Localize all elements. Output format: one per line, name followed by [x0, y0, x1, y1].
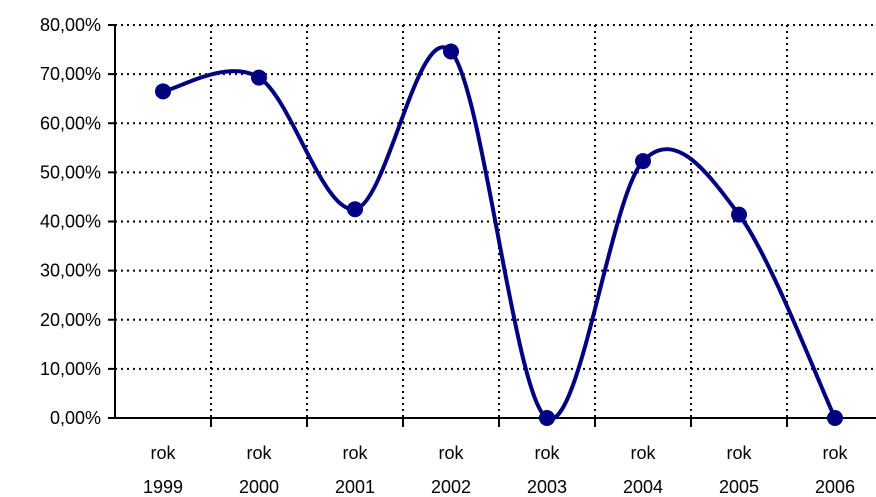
x-category-label-line1: rok [246, 443, 272, 463]
x-category-label: rok 2001 [335, 443, 375, 497]
x-category-label: rok 2000 [239, 443, 279, 497]
x-category-label-line2: 1999 [143, 477, 183, 497]
x-category-label-line1: rok [150, 443, 176, 463]
x-category-label-line1: rok [822, 443, 848, 463]
data-point [251, 69, 267, 86]
y-tick-label: 10,00% [40, 359, 101, 379]
x-category-label-line1: rok [438, 443, 464, 463]
data-point [155, 83, 171, 100]
y-tick-label: 70,00% [40, 64, 101, 84]
x-category-label-line1: rok [534, 443, 560, 463]
x-category-label: rok 1999 [143, 443, 183, 497]
y-tick-label: 0,00% [50, 408, 101, 428]
data-point [539, 410, 555, 426]
data-point [347, 201, 363, 218]
x-category-label-line2: 2000 [239, 477, 279, 497]
y-tick-label: 50,00% [40, 162, 101, 182]
x-category-label: rok 2002 [431, 443, 471, 497]
series-line-layer [161, 45, 837, 421]
data-point [635, 153, 651, 170]
data-point [731, 206, 747, 223]
x-category-label-line1: rok [726, 443, 752, 463]
data-point [443, 43, 459, 60]
x-category-label-line2: 2002 [431, 477, 471, 497]
x-category-label-line2: 2001 [335, 477, 375, 497]
data-point [827, 410, 843, 426]
x-category-label: rok 2005 [719, 443, 759, 497]
x-category-label-line2: 2006 [815, 477, 855, 497]
x-category-label: rok 2003 [527, 443, 567, 497]
tick-labels-layer: 0,00% 10,00% 20,00% 30,00% 40,00% 50,00% 60,00… [40, 15, 855, 497]
x-category-label: rok 2004 [623, 443, 663, 497]
y-tick-label: 20,00% [40, 310, 101, 330]
x-category-label: rok 2006 [815, 443, 855, 497]
series-line [161, 45, 837, 421]
y-tick-label: 80,00% [40, 15, 101, 35]
x-category-label-line2: 2003 [527, 477, 567, 497]
data-points-layer [155, 43, 843, 426]
y-tick-label: 40,00% [40, 212, 101, 232]
x-category-label-line1: rok [630, 443, 656, 463]
y-tick-label: 30,00% [40, 261, 101, 281]
y-tick-label: 60,00% [40, 113, 101, 133]
axes-layer [108, 24, 876, 427]
grid-layer [115, 24, 876, 418]
x-category-label-line2: 2005 [719, 477, 759, 497]
x-category-label-line2: 2004 [623, 477, 663, 497]
x-category-label-line1: rok [342, 443, 368, 463]
